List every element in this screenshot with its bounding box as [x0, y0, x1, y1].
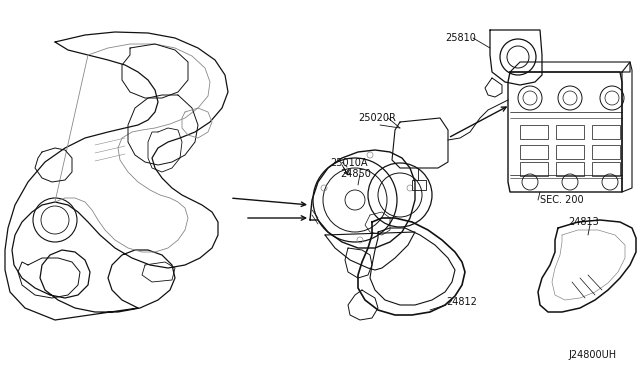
Bar	[556, 145, 584, 159]
Text: 25020R: 25020R	[358, 113, 396, 123]
Text: 24850: 24850	[340, 169, 371, 179]
Bar	[592, 162, 620, 176]
Bar	[520, 145, 548, 159]
Text: 25010A: 25010A	[330, 158, 367, 168]
Bar	[592, 145, 620, 159]
Bar	[592, 125, 620, 139]
Bar	[520, 162, 548, 176]
Bar	[520, 125, 548, 139]
Text: 25810: 25810	[445, 33, 476, 43]
Text: SEC. 200: SEC. 200	[540, 195, 584, 205]
Text: 24813: 24813	[568, 217, 599, 227]
Bar	[556, 162, 584, 176]
Text: 24812: 24812	[446, 297, 477, 307]
Bar	[412, 180, 426, 190]
Bar	[556, 125, 584, 139]
Text: J24800UH: J24800UH	[568, 350, 616, 360]
